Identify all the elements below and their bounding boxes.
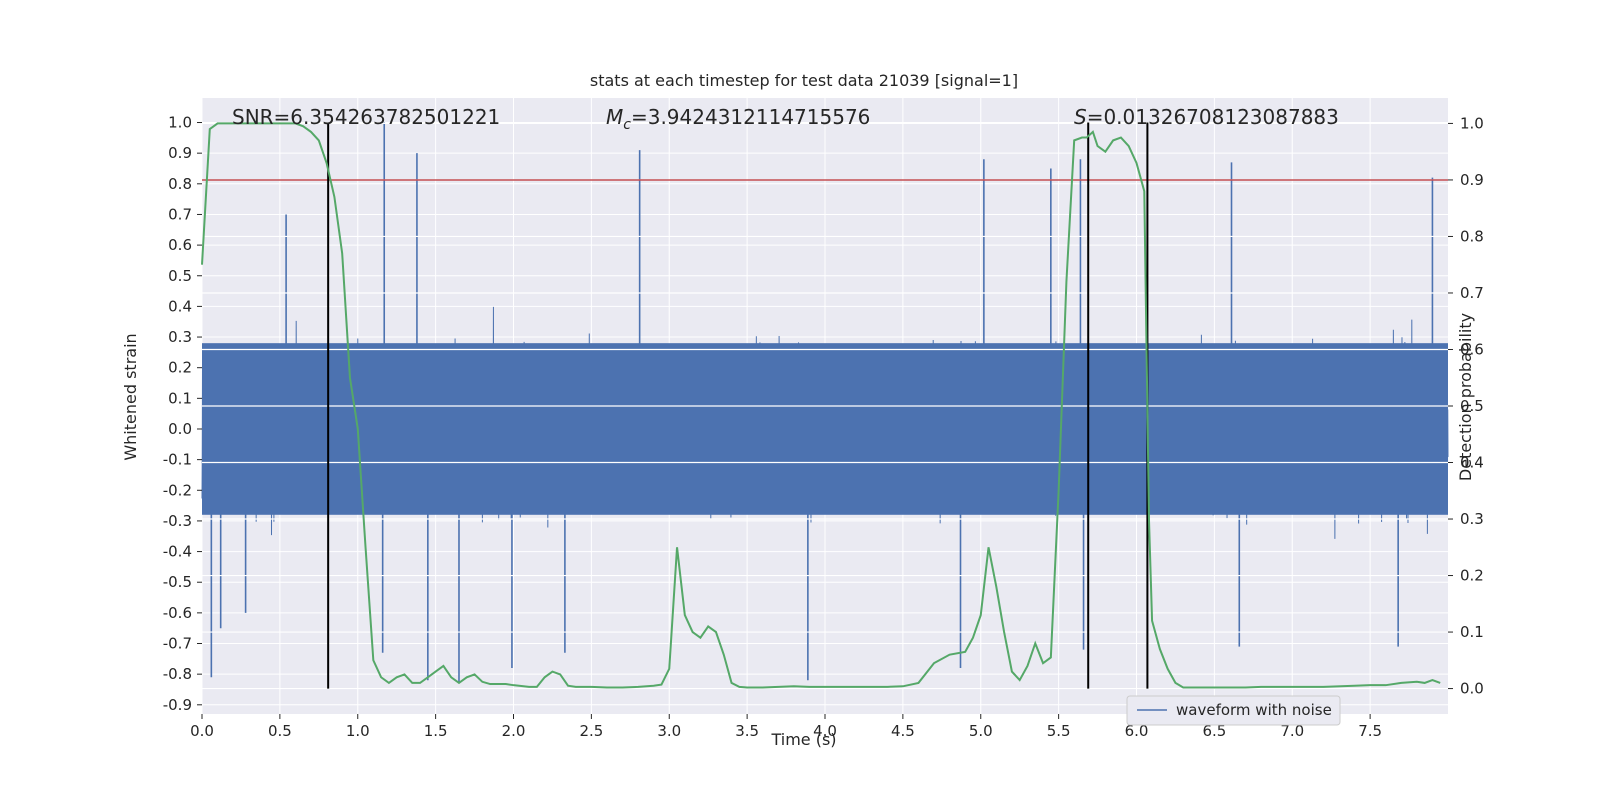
x-tick-label: 1.0: [346, 722, 370, 740]
probability-series: [201, 122, 1441, 689]
y-left-tick-label: 0.8: [168, 175, 192, 193]
legend: waveform with noise: [1126, 695, 1341, 726]
mc-value: =3.9424312114715576: [631, 105, 870, 129]
y-right-tick-label: 0.0: [1460, 680, 1484, 698]
probability-line: [201, 122, 1441, 689]
y-axis-left-label: Whitened strain: [121, 333, 140, 460]
legend-box: [1126, 695, 1341, 726]
y-right-tick-label: 0.7: [1460, 284, 1484, 302]
y-left-tick-label: -0.7: [163, 635, 192, 653]
y-left-tick-label: -0.1: [163, 451, 192, 469]
y-axis-right-label: Detection probability: [1456, 313, 1475, 481]
s-annotation: S=0.01326708123087883: [1074, 105, 1339, 129]
y-right-tick-label: 0.3: [1460, 510, 1484, 528]
snr-annotation: SNR=6.354263782501221: [232, 105, 500, 129]
s-value: =0.01326708123087883: [1087, 105, 1339, 129]
y-left-tick-label: -0.5: [163, 573, 192, 591]
x-tick-label: 2.0: [502, 722, 526, 740]
y-right-tick-label: 0.5: [1460, 397, 1484, 415]
chart-title: stats at each timestep for test data 210…: [590, 71, 1018, 90]
y-left-tick-label: -0.3: [163, 512, 192, 530]
y-left-tick-label: 0.0: [168, 420, 192, 438]
x-tick-label: 4.0: [813, 722, 837, 740]
y-left-tick-label: 0.3: [168, 328, 192, 346]
x-tick-label: 7.5: [1358, 722, 1382, 740]
x-tick-label: 6.0: [1125, 722, 1149, 740]
y-right-tick-label: 1.0: [1460, 114, 1484, 132]
x-tick-label: 3.0: [657, 722, 681, 740]
y-left-tick-label: 0.5: [168, 267, 192, 285]
x-tick-label: 5.5: [1047, 722, 1071, 740]
x-tick-label: 5.0: [969, 722, 993, 740]
y-left-tick-label: 0.6: [168, 236, 192, 254]
y-left-tick-label: 0.2: [168, 359, 192, 377]
y-left-tick-label: -0.6: [163, 604, 192, 622]
mc-subscript: c: [623, 117, 631, 133]
y-right-tick-label: 0.6: [1460, 340, 1484, 358]
s-symbol: S: [1074, 105, 1087, 129]
y-right-tick-label: 0.1: [1460, 623, 1484, 641]
y-left-tick-label: 1.0: [168, 114, 192, 132]
waveform-series: [201, 122, 1449, 684]
axis-ticks: 0.0 0.5 1.0 1.5 2.0 2.5 3.0 3.5 4.0 4.5 5.0 5.5 6.0 6…: [163, 114, 1484, 740]
y-left-tick-label: -0.2: [163, 481, 192, 499]
mc-symbol: M: [606, 105, 623, 129]
y-right-tick-label: 0.8: [1460, 227, 1484, 245]
x-tick-label: 2.5: [579, 722, 603, 740]
mc-annotation: Mc=3.9424312114715576: [606, 105, 870, 133]
x-tick-label: 0.5: [268, 722, 292, 740]
legend-label: waveform with noise: [1176, 701, 1332, 719]
y-left-tick-label: -0.4: [163, 543, 192, 561]
y-right-tick-label: 0.4: [1460, 454, 1484, 472]
x-tick-label: 0.0: [190, 722, 214, 740]
x-tick-label: 6.5: [1202, 722, 1226, 740]
overlay-gridlines: [202, 122, 1448, 690]
x-tick-label: 1.5: [424, 722, 448, 740]
y-left-tick-label: 0.4: [168, 297, 192, 315]
x-tick-label: 3.5: [735, 722, 759, 740]
waveform-core-band: [202, 343, 1448, 515]
y-left-tick-label: -0.8: [163, 665, 192, 683]
y-left-tick-label: 0.1: [168, 389, 192, 407]
x-tick-label: 4.5: [891, 722, 915, 740]
y-left-tick-label: -0.9: [163, 696, 192, 714]
x-tick-label: 7.0: [1280, 722, 1304, 740]
y-right-tick-label: 0.2: [1460, 567, 1484, 585]
y-right-tick-label: 0.9: [1460, 171, 1484, 189]
y-left-tick-label: 0.9: [168, 144, 192, 162]
x-axis-label: Time (s): [770, 730, 836, 749]
y-left-tick-label: 0.7: [168, 205, 192, 223]
